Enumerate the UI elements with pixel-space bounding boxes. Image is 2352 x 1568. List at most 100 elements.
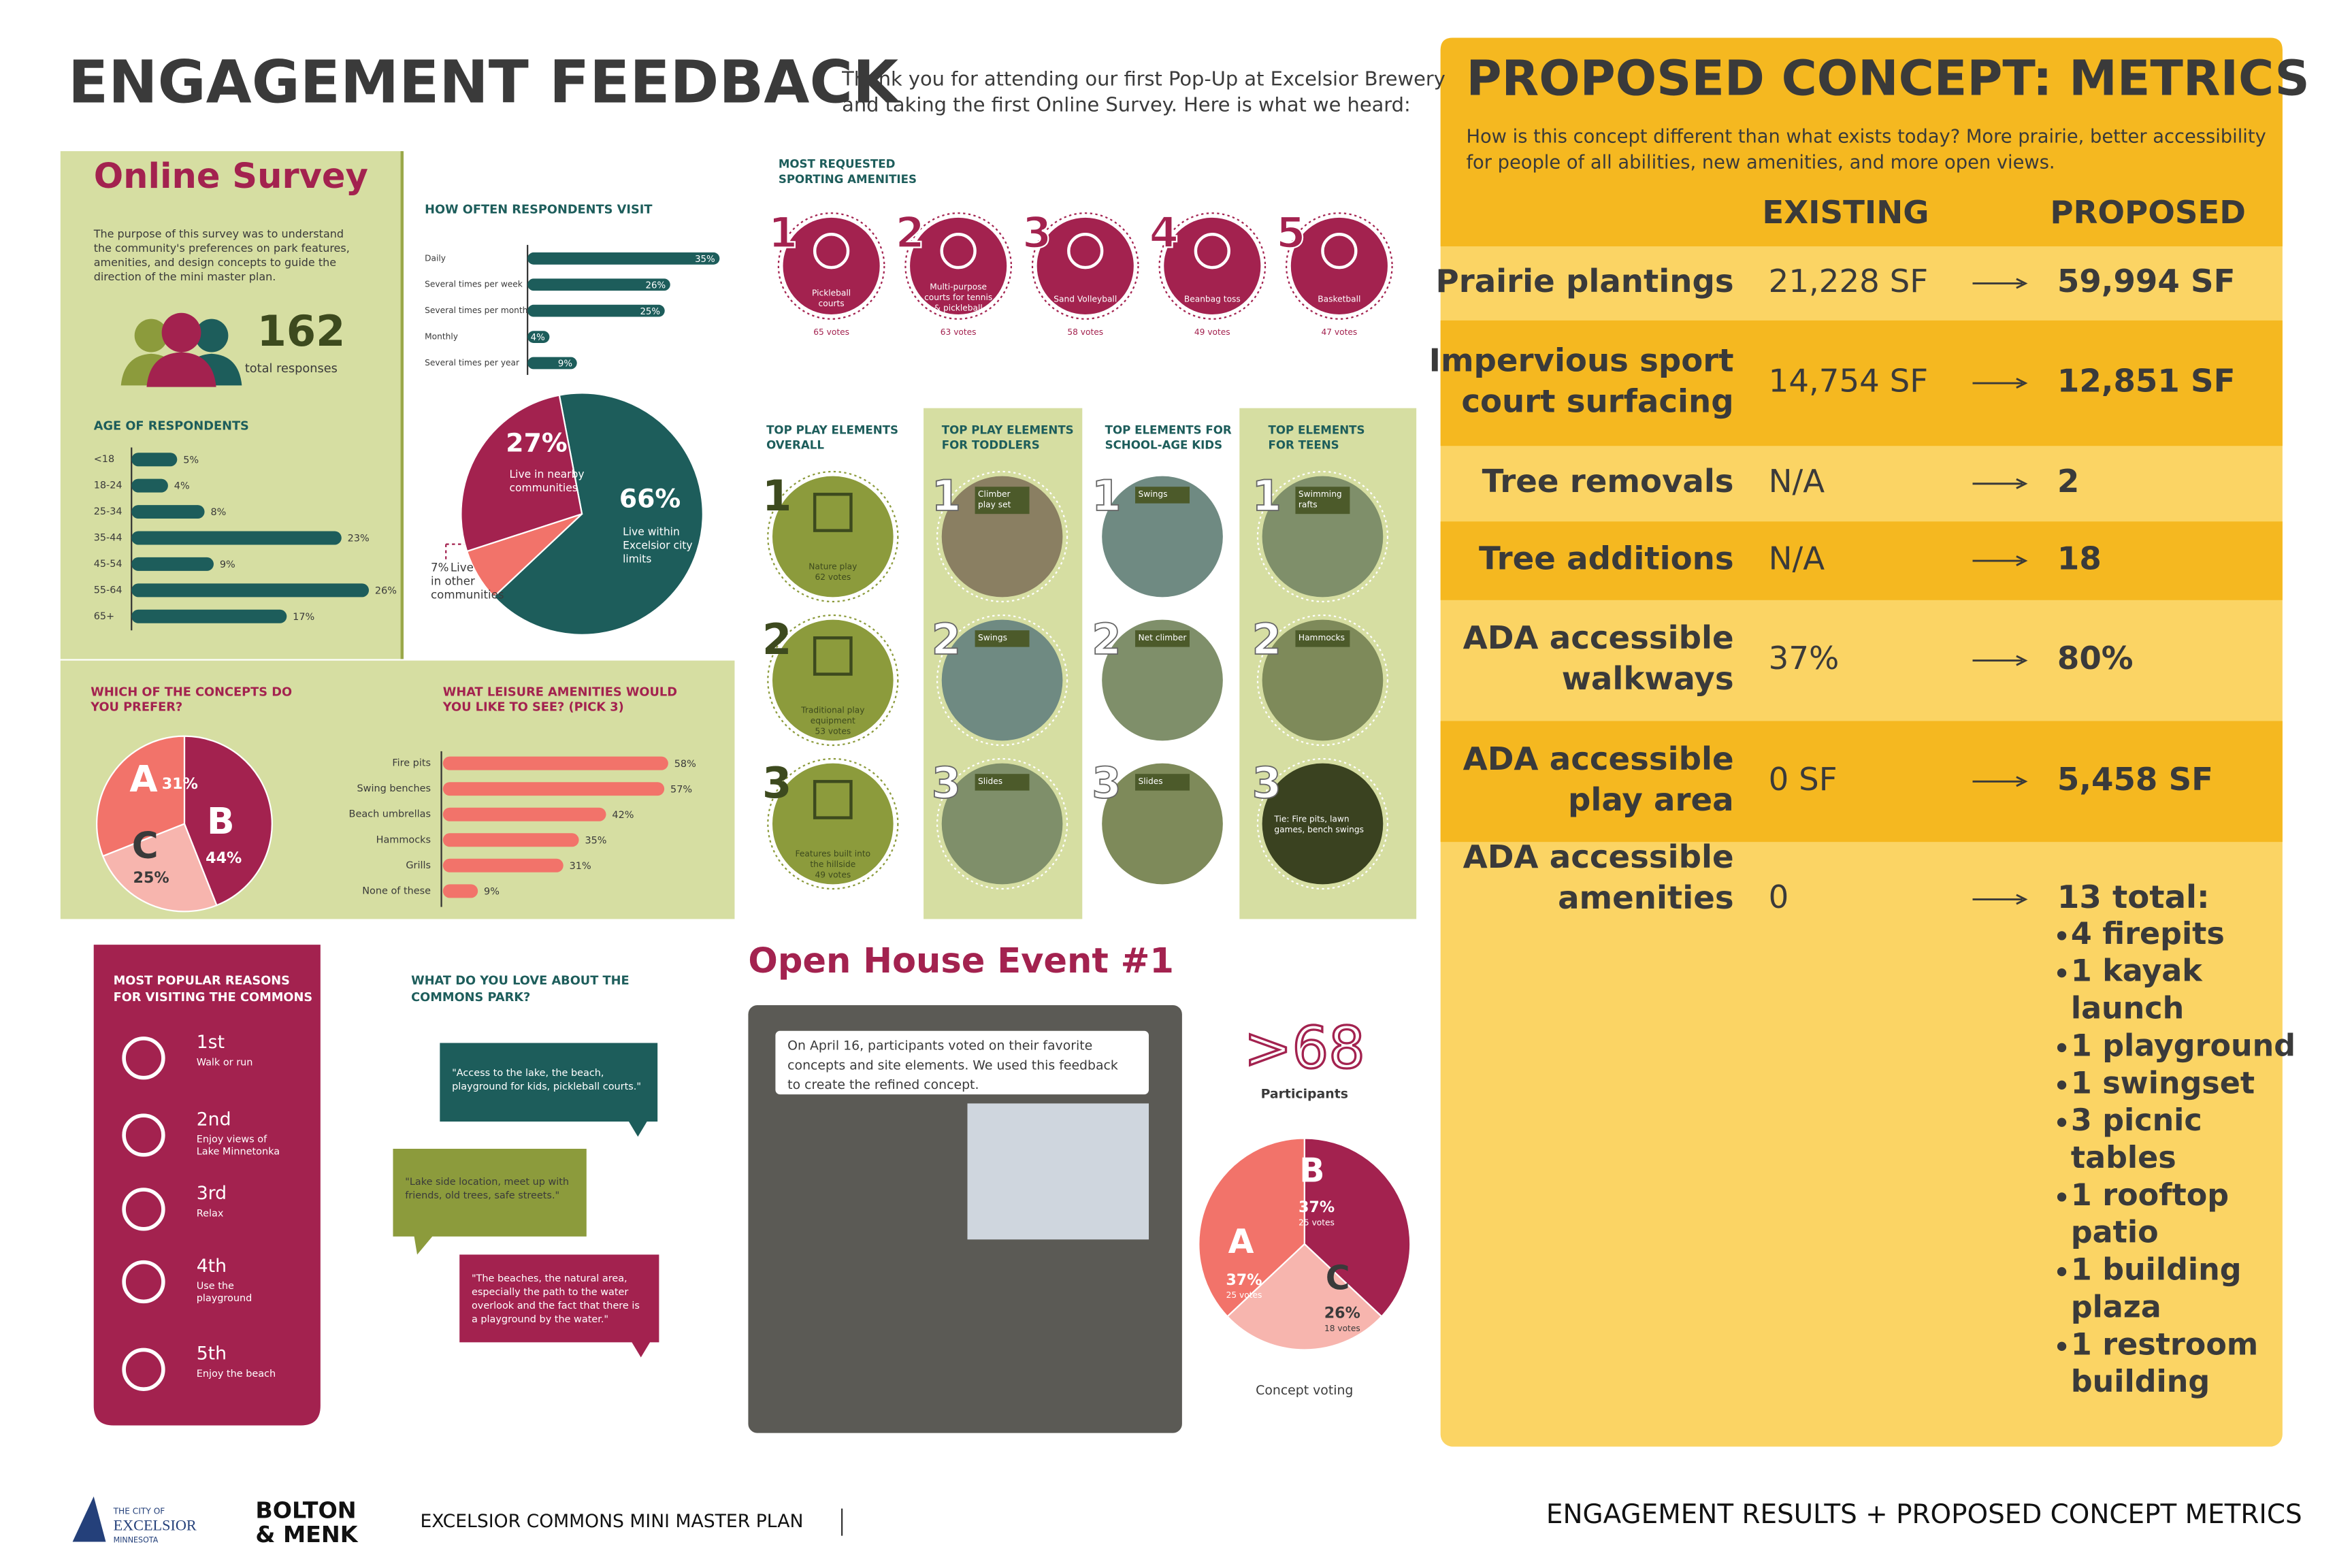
rank: 3 bbox=[1022, 208, 1051, 258]
votes: 63 votes bbox=[941, 327, 977, 337]
value-label: 57% bbox=[670, 784, 692, 795]
ring bbox=[936, 614, 1068, 747]
reason-icon bbox=[122, 1260, 165, 1304]
ring bbox=[1286, 212, 1393, 320]
slice-letter: A bbox=[129, 758, 157, 800]
bullet bbox=[2057, 1080, 2067, 1090]
reason-label: Use the bbox=[197, 1281, 234, 1292]
column-title: OVERALL bbox=[766, 439, 824, 452]
reason-label: Relax bbox=[197, 1209, 224, 1220]
photo-circle bbox=[1262, 763, 1384, 885]
section-title: SPORTING AMENITIES bbox=[779, 173, 917, 186]
bar bbox=[131, 505, 205, 519]
ring bbox=[767, 757, 899, 890]
reason-label: Walk or run bbox=[197, 1057, 253, 1068]
people-icon bbox=[120, 312, 242, 387]
arrow-head bbox=[2016, 655, 2028, 666]
pie-slice bbox=[1226, 1243, 1383, 1351]
metrics-title: PROPOSED CONCEPT: METRICS bbox=[1466, 50, 2309, 106]
rank: 4th bbox=[197, 1256, 227, 1277]
reason-icon bbox=[122, 1113, 165, 1157]
metrics-band bbox=[1440, 521, 2283, 600]
votes: 18 votes bbox=[1324, 1324, 1360, 1333]
value-label: 35% bbox=[695, 255, 715, 265]
slice-label: Live within bbox=[623, 525, 680, 538]
rank: 1 bbox=[1252, 471, 1281, 521]
section-title: MOST POPULAR REASONS bbox=[114, 974, 290, 987]
label-box bbox=[1135, 774, 1190, 791]
bar bbox=[131, 583, 370, 598]
ring bbox=[1256, 470, 1389, 603]
amenity-item: building bbox=[2071, 1365, 2210, 1399]
ring bbox=[904, 212, 1013, 320]
votes: 58 votes bbox=[1067, 327, 1103, 337]
value-label: 5% bbox=[183, 455, 199, 466]
response-label: total responses bbox=[245, 362, 338, 376]
ring bbox=[767, 470, 899, 603]
existing-value: 14,754 SF bbox=[1769, 363, 1928, 399]
bullet bbox=[2057, 1267, 2067, 1277]
metric-label: amenities bbox=[1558, 879, 1734, 916]
category-label: Fire pits bbox=[392, 758, 431, 769]
votes: 49 votes bbox=[1194, 327, 1230, 337]
slice-label: Excelsior city bbox=[623, 539, 693, 551]
amenity-item: 4 firepits bbox=[2071, 917, 2225, 951]
rank: 1st bbox=[197, 1032, 225, 1053]
amenity-circle bbox=[1290, 217, 1388, 314]
value-label: 17% bbox=[293, 612, 314, 623]
ring bbox=[1096, 470, 1228, 603]
section-title: Online Survey bbox=[94, 157, 368, 197]
category-label: Beach umbrellas bbox=[349, 809, 431, 820]
rank: 4 bbox=[1149, 208, 1179, 258]
arrow-head bbox=[2016, 378, 2028, 389]
metric-label: ADA accessible bbox=[1463, 740, 1734, 777]
chart-title: WHAT LEISURE AMENITIES WOULD bbox=[443, 685, 677, 699]
bar bbox=[442, 756, 668, 770]
bar bbox=[442, 884, 478, 898]
amenity-item: 1 playground bbox=[2071, 1028, 2296, 1063]
existing-value: 21,228 SF bbox=[1769, 263, 1928, 299]
column-title: TOP ELEMENTS bbox=[1268, 424, 1365, 437]
bullet bbox=[2057, 1192, 2067, 1202]
pie-slice bbox=[101, 823, 218, 913]
city-logo-text: MINNESOTA bbox=[114, 1535, 159, 1544]
label-box bbox=[975, 630, 1030, 647]
element-icon bbox=[813, 636, 853, 676]
pie-slice bbox=[1198, 1137, 1305, 1318]
bar bbox=[442, 833, 579, 847]
votes: 25 votes bbox=[1226, 1290, 1262, 1300]
bar bbox=[527, 304, 665, 317]
proposed-value: 80% bbox=[2057, 640, 2134, 676]
amenity-icon bbox=[1067, 233, 1104, 270]
existing-value: 37% bbox=[1769, 640, 1840, 676]
element-circle bbox=[772, 619, 894, 741]
ring bbox=[1031, 212, 1139, 320]
value-label: 26% bbox=[375, 585, 397, 596]
slice-letter: B bbox=[207, 800, 235, 843]
rank: 2nd bbox=[197, 1109, 231, 1130]
slice-letter: C bbox=[1326, 1258, 1350, 1297]
proposed-value: 2 bbox=[2057, 463, 2079, 500]
bar bbox=[131, 609, 287, 623]
element-label: Tie: Fire pits, lawn bbox=[1273, 814, 1349, 823]
caption: to create the refined concept. bbox=[787, 1077, 979, 1092]
amenity-circle bbox=[910, 217, 1007, 314]
bullet bbox=[2057, 1341, 2067, 1351]
column-header: EXISTING bbox=[1762, 194, 1929, 231]
description: direction of the mini master plan. bbox=[94, 270, 276, 283]
quote: playground for kids, pickleball courts." bbox=[452, 1081, 641, 1092]
slice-letter: B bbox=[1299, 1152, 1324, 1190]
slice-label: in other bbox=[431, 575, 475, 588]
amenity-item: 1 swingset bbox=[2071, 1066, 2255, 1100]
category-label: Grills bbox=[406, 860, 431, 871]
category-label: Swing benches bbox=[357, 783, 431, 794]
participants: >68 bbox=[1244, 1015, 1365, 1081]
city-logo-text: EXCELSIOR bbox=[114, 1516, 197, 1533]
amenity-icon bbox=[1321, 233, 1358, 270]
existing-value: 0 bbox=[1769, 879, 1789, 915]
column-title: SCHOOL-AGE KIDS bbox=[1105, 439, 1223, 452]
label-box bbox=[1135, 630, 1190, 647]
photo-circle bbox=[941, 763, 1063, 885]
category-label: Several times per month bbox=[425, 306, 527, 315]
reason-label: Enjoy views of bbox=[197, 1134, 267, 1145]
